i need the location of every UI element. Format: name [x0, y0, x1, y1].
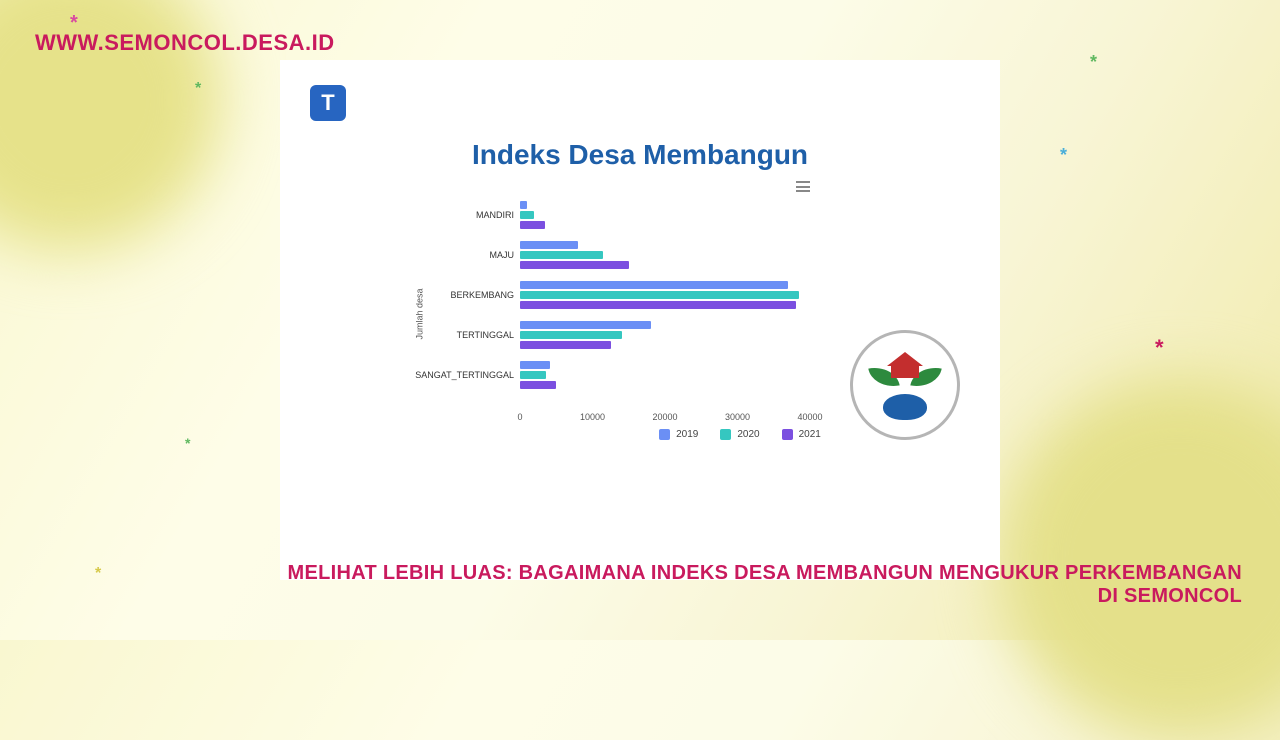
caption-text: MELIHAT LEBIH LUAS: BAGAIMANA INDEKS DES…	[275, 562, 1242, 608]
x-tick: 20000	[652, 412, 677, 422]
x-axis: 010000200003000040000	[520, 412, 810, 413]
bar	[520, 241, 578, 249]
bar	[520, 381, 556, 389]
bar	[520, 371, 546, 379]
decorative-star: *	[1060, 145, 1067, 166]
site-url: WWW.SEMONCOL.DESA.ID	[35, 30, 335, 56]
chart-title: Indeks Desa Membangun	[310, 139, 970, 171]
bar	[520, 331, 622, 339]
category-label: SANGAT_TERTINGGAL	[415, 370, 514, 380]
bar	[520, 321, 651, 329]
category-group: MANDIRI	[430, 195, 810, 235]
bar	[520, 201, 527, 209]
bar	[520, 301, 796, 309]
category-label: MAJU	[490, 250, 515, 260]
bar	[520, 251, 603, 259]
category-label: TERTINGGAL	[457, 330, 514, 340]
decorative-star: *	[1155, 335, 1164, 361]
bar	[520, 341, 611, 349]
category-group: TERTINGGAL	[430, 315, 810, 355]
decorative-star: *	[95, 565, 101, 583]
category-label: MANDIRI	[476, 210, 514, 220]
y-axis-label: Jumlah desa	[415, 288, 425, 339]
t-logo-icon: T	[310, 85, 346, 121]
bar	[520, 281, 788, 289]
decorative-star: *	[1090, 52, 1097, 73]
legend-swatch	[782, 429, 793, 440]
legend-swatch	[720, 429, 731, 440]
ministry-logo-icon	[850, 330, 960, 440]
category-group: SANGAT_TERTINGGAL	[430, 355, 810, 395]
bar	[520, 261, 629, 269]
bar	[520, 291, 799, 299]
plot-area: 010000200003000040000 MANDIRIMAJUBERKEMB…	[430, 187, 810, 405]
x-tick: 30000	[725, 412, 750, 422]
legend-label: 2021	[799, 429, 821, 440]
chart-area: Jumlah desa 010000200003000040000 MANDIR…	[430, 187, 810, 440]
chart-card: T Indeks Desa Membangun Jumlah desa 0100…	[280, 60, 1000, 580]
x-tick: 40000	[797, 412, 822, 422]
legend-item: 2019	[659, 429, 698, 440]
bar	[520, 221, 545, 229]
legend-swatch	[659, 429, 670, 440]
legend-item: 2021	[782, 429, 821, 440]
legend-label: 2019	[676, 429, 698, 440]
category-label: BERKEMBANG	[450, 290, 514, 300]
bar	[520, 361, 550, 369]
x-tick: 0	[517, 412, 522, 422]
category-group: MAJU	[430, 235, 810, 275]
decorative-star: *	[185, 435, 190, 451]
legend-label: 2020	[737, 429, 759, 440]
legend-item: 2020	[720, 429, 759, 440]
x-tick: 10000	[580, 412, 605, 422]
bar	[520, 211, 534, 219]
category-group: BERKEMBANG	[430, 275, 810, 315]
